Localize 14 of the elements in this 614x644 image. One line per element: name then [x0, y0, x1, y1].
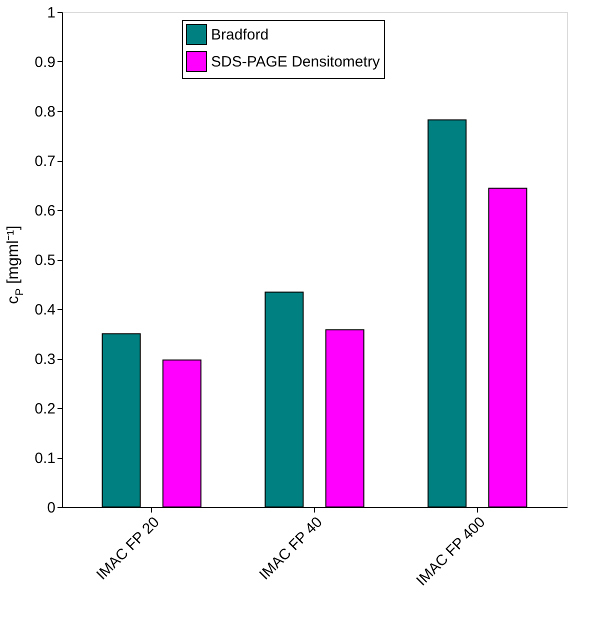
y-tick-label: 0	[47, 500, 56, 516]
y-tick-label: 0.5	[34, 252, 56, 269]
y-tick-label: 0.3	[34, 351, 56, 368]
legend-label: SDS-PAGE Densitometry	[211, 54, 380, 70]
y-tick-label: 0.7	[34, 153, 56, 170]
legend-label: Bradford	[211, 26, 269, 44]
y-tick-label: 0.6	[34, 202, 56, 220]
y-tick-label: 0.2	[34, 400, 56, 418]
y-tick-label: 1	[47, 4, 56, 22]
y-axis-title: cP [mgml⁻¹]	[5, 226, 26, 304]
y-tick-label: 0.4	[34, 302, 56, 318]
y-tick-label: 0.9	[34, 54, 56, 71]
y-tick-label: 0.8	[34, 104, 56, 120]
y-tick-label: 0.1	[34, 450, 56, 467]
